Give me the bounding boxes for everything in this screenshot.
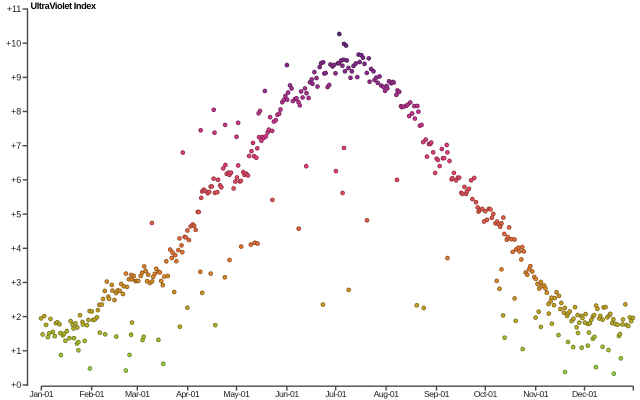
svg-text:Oct-01: Oct-01 xyxy=(474,389,498,399)
svg-text:Aug-01: Aug-01 xyxy=(374,389,400,399)
svg-text:+7: +7 xyxy=(11,141,21,151)
svg-text:+1: +1 xyxy=(11,346,21,356)
svg-text:May-01: May-01 xyxy=(224,389,251,399)
svg-text:UltraViolet Index: UltraViolet Index xyxy=(31,1,97,11)
svg-text:+11: +11 xyxy=(7,4,22,14)
svg-text:+10: +10 xyxy=(6,38,21,48)
svg-text:Dec-01: Dec-01 xyxy=(572,389,598,399)
svg-text:+9: +9 xyxy=(11,73,21,83)
svg-text:Jun-01: Jun-01 xyxy=(275,389,299,399)
svg-text:Apr-01: Apr-01 xyxy=(176,389,200,399)
svg-text:+4: +4 xyxy=(11,244,21,254)
svg-text:+8: +8 xyxy=(11,107,21,117)
svg-text:Feb-01: Feb-01 xyxy=(79,389,104,399)
svg-text:Nov-01: Nov-01 xyxy=(523,389,549,399)
svg-text:Sep-01: Sep-01 xyxy=(424,389,450,399)
svg-text:+5: +5 xyxy=(11,209,21,219)
svg-text:+3: +3 xyxy=(11,278,21,288)
svg-text:+6: +6 xyxy=(11,175,21,185)
svg-text:Mar-01: Mar-01 xyxy=(125,389,150,399)
svg-text:Jan-01: Jan-01 xyxy=(30,389,54,399)
svg-text:+2: +2 xyxy=(11,312,21,322)
svg-text:Jul-01: Jul-01 xyxy=(325,389,346,399)
svg-text:+0: +0 xyxy=(11,380,21,390)
